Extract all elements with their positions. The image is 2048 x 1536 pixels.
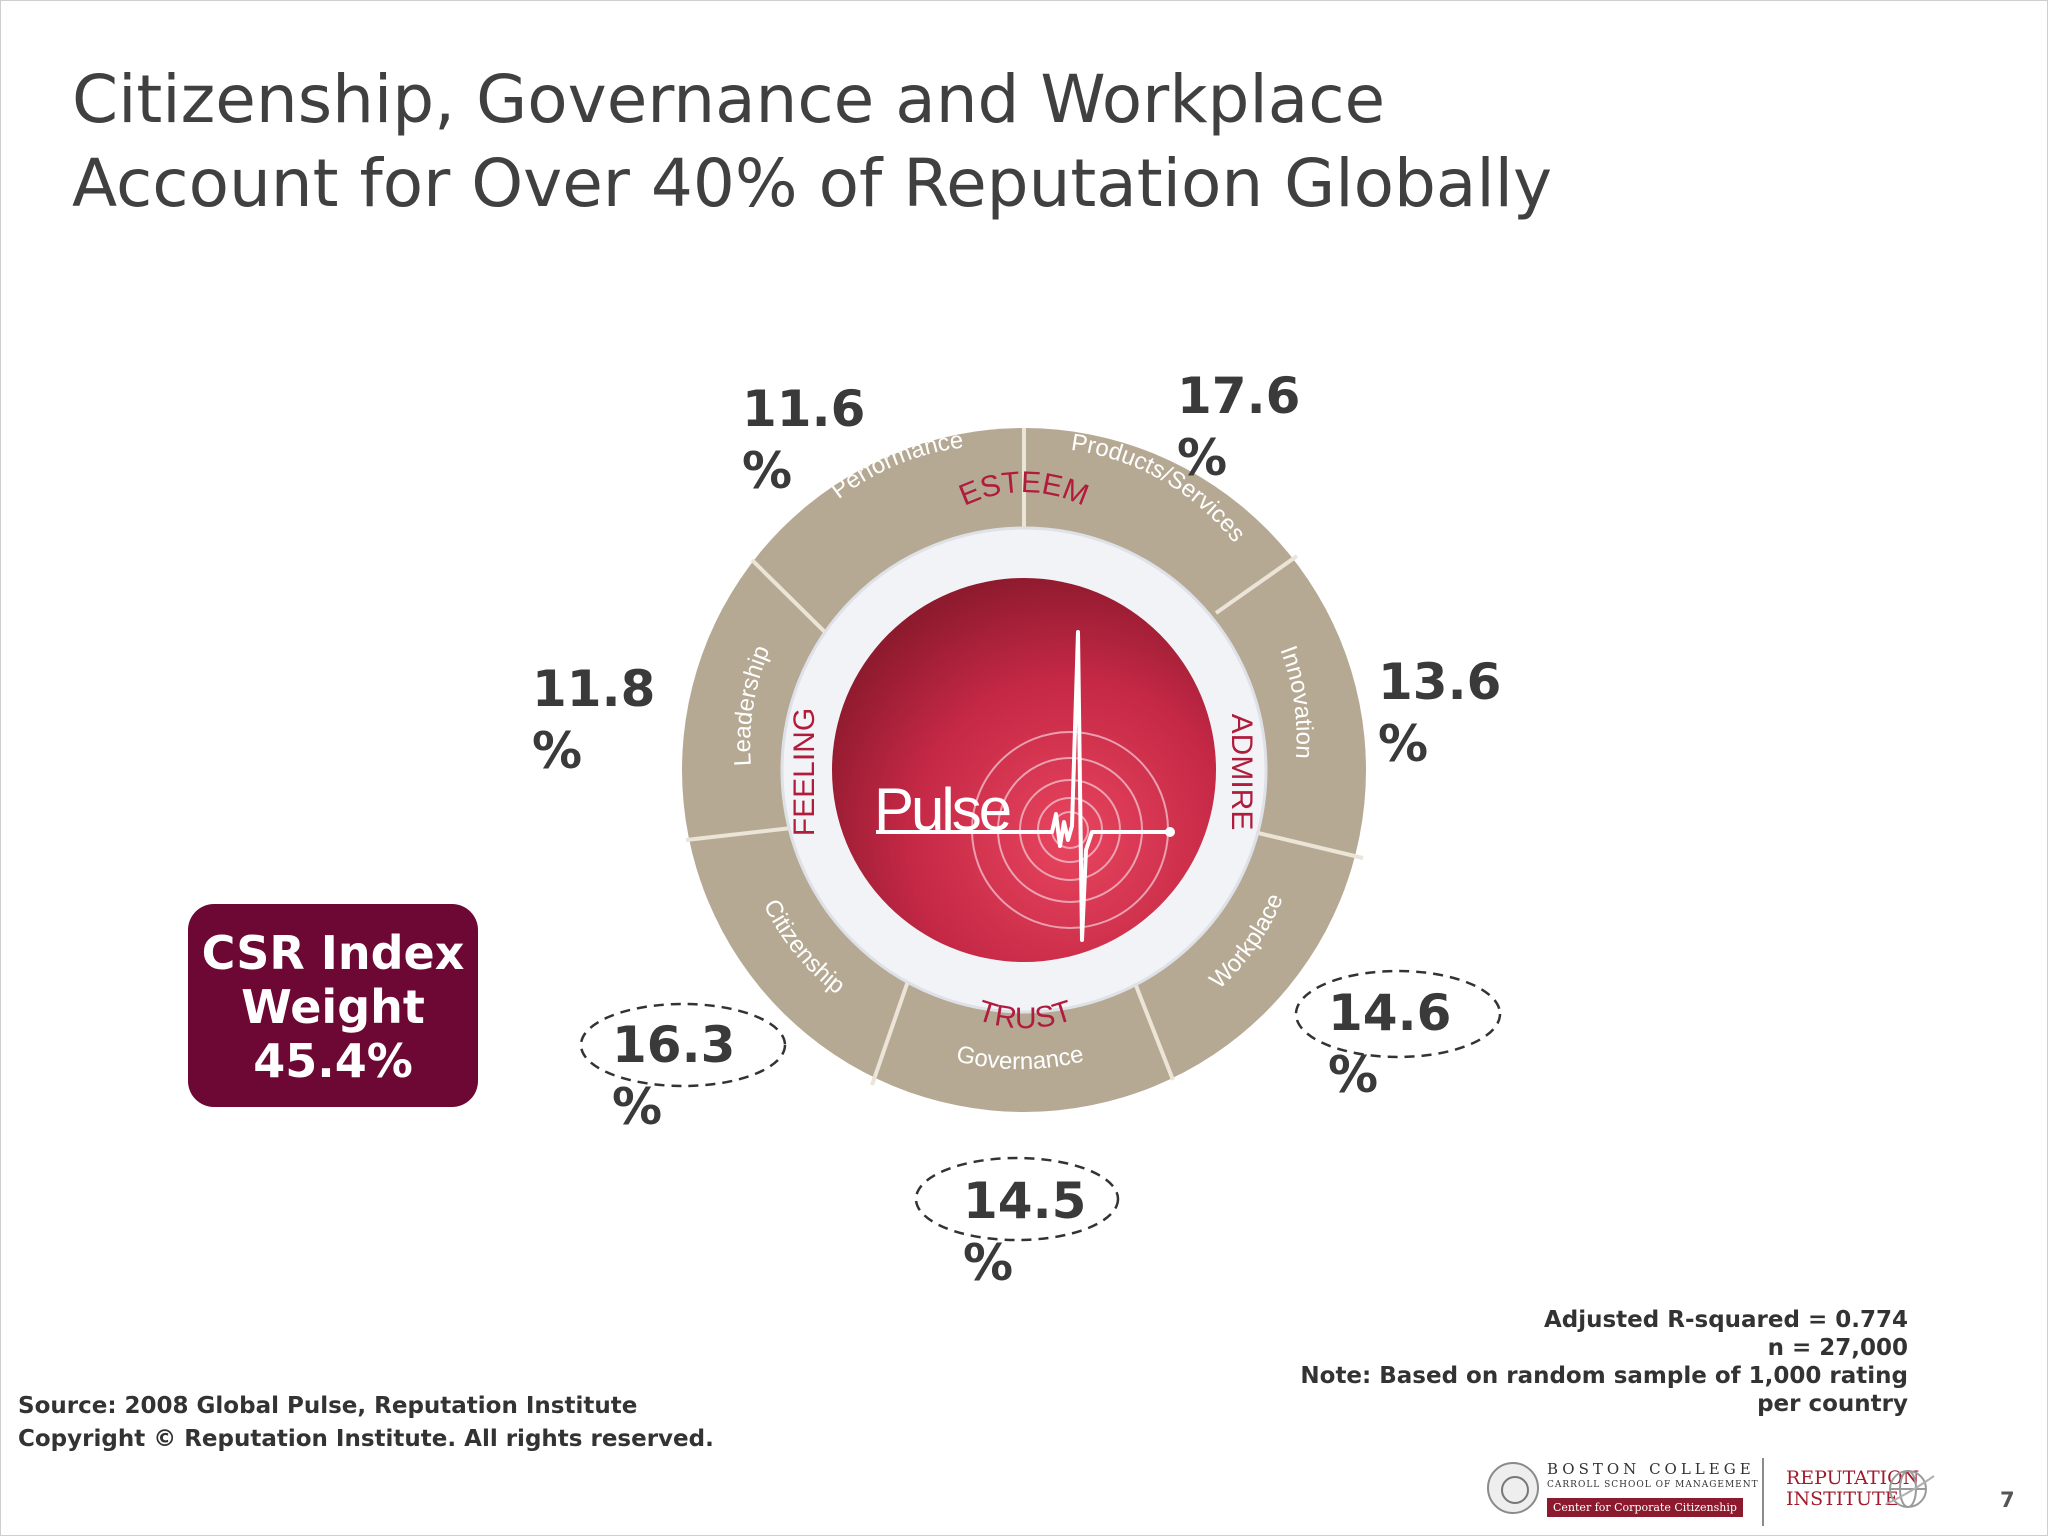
title-line-1: Citizenship, Governance and Workplace <box>72 61 1386 138</box>
page-number: 7 <box>2000 1488 2015 1512</box>
ri-line-2: INSTITUTE <box>1786 1488 1899 1510</box>
ri-text: REPUTATION INSTITUTE <box>1786 1467 1920 1510</box>
weight-workplace: 14.6 % <box>1328 984 1452 1104</box>
globe-icon <box>1885 1470 1935 1508</box>
boston-college-seal-icon <box>1487 1462 1539 1514</box>
highlight-ellipse-governance <box>914 1156 1120 1242</box>
model-stats: Adjusted R-squared = 0.774 n = 27,000 No… <box>1108 1306 1908 1418</box>
stats-sample-size: n = 27,000 <box>1767 1335 1908 1361</box>
csr-index-weight-box: CSR Index Weight 45.4% <box>188 904 478 1107</box>
weight-governance: 14.5 % <box>963 1172 1087 1292</box>
stats-r-squared: Adjusted R-squared = 0.774 <box>1543 1307 1908 1333</box>
copyright-line: Copyright © Reputation Institute. All ri… <box>18 1426 714 1452</box>
inner-label-feeling: FEELING <box>788 708 821 836</box>
title-line-2: Account for Over 40% of Reputation Globa… <box>72 145 1553 222</box>
logo-divider <box>1762 1458 1764 1526</box>
weight-performance: 11.6 % <box>742 380 866 500</box>
inner-label-admire: ADMIRE <box>1225 714 1258 831</box>
bc-name: BOSTON COLLEGE <box>1547 1460 1755 1478</box>
pulse-label: Pulse <box>874 776 1010 843</box>
ri-line-1: REPUTATION <box>1786 1467 1920 1489</box>
bc-center: Center for Corporate Citizenship <box>1547 1498 1743 1517</box>
pulse-core <box>832 578 1216 962</box>
source-line: Source: 2008 Global Pulse, Reputation In… <box>18 1393 638 1419</box>
weight-leadership: 11.8 % <box>532 660 656 780</box>
reputation-institute-logo: REPUTATION INSTITUTE <box>1786 1468 1946 1518</box>
weight-citizenship: 16.3 % <box>612 1016 736 1136</box>
bc-school: CARROLL SCHOOL OF MANAGEMENT <box>1547 1480 1759 1490</box>
csr-box-text: CSR Index Weight 45.4% <box>201 926 465 1088</box>
weight-innovation: 13.6 % <box>1378 653 1502 773</box>
stats-note-cont: per country <box>1757 1391 1908 1417</box>
source-footer: Source: 2008 Global Pulse, Reputation In… <box>18 1390 918 1456</box>
slide-title: Citizenship, Governance and Workplace Ac… <box>72 58 1772 226</box>
highlight-ellipse-workplace <box>1294 969 1502 1059</box>
boston-college-logo: BOSTON COLLEGE CARROLL SCHOOL OF MANAGEM… <box>1487 1458 1758 1520</box>
highlight-ellipse-citizenship <box>579 1002 787 1088</box>
stats-note: Note: Based on random sample of 1,000 ra… <box>1300 1363 1908 1389</box>
heartbeat-line <box>876 630 1170 942</box>
weight-products-services: 17.6 % <box>1177 367 1301 487</box>
